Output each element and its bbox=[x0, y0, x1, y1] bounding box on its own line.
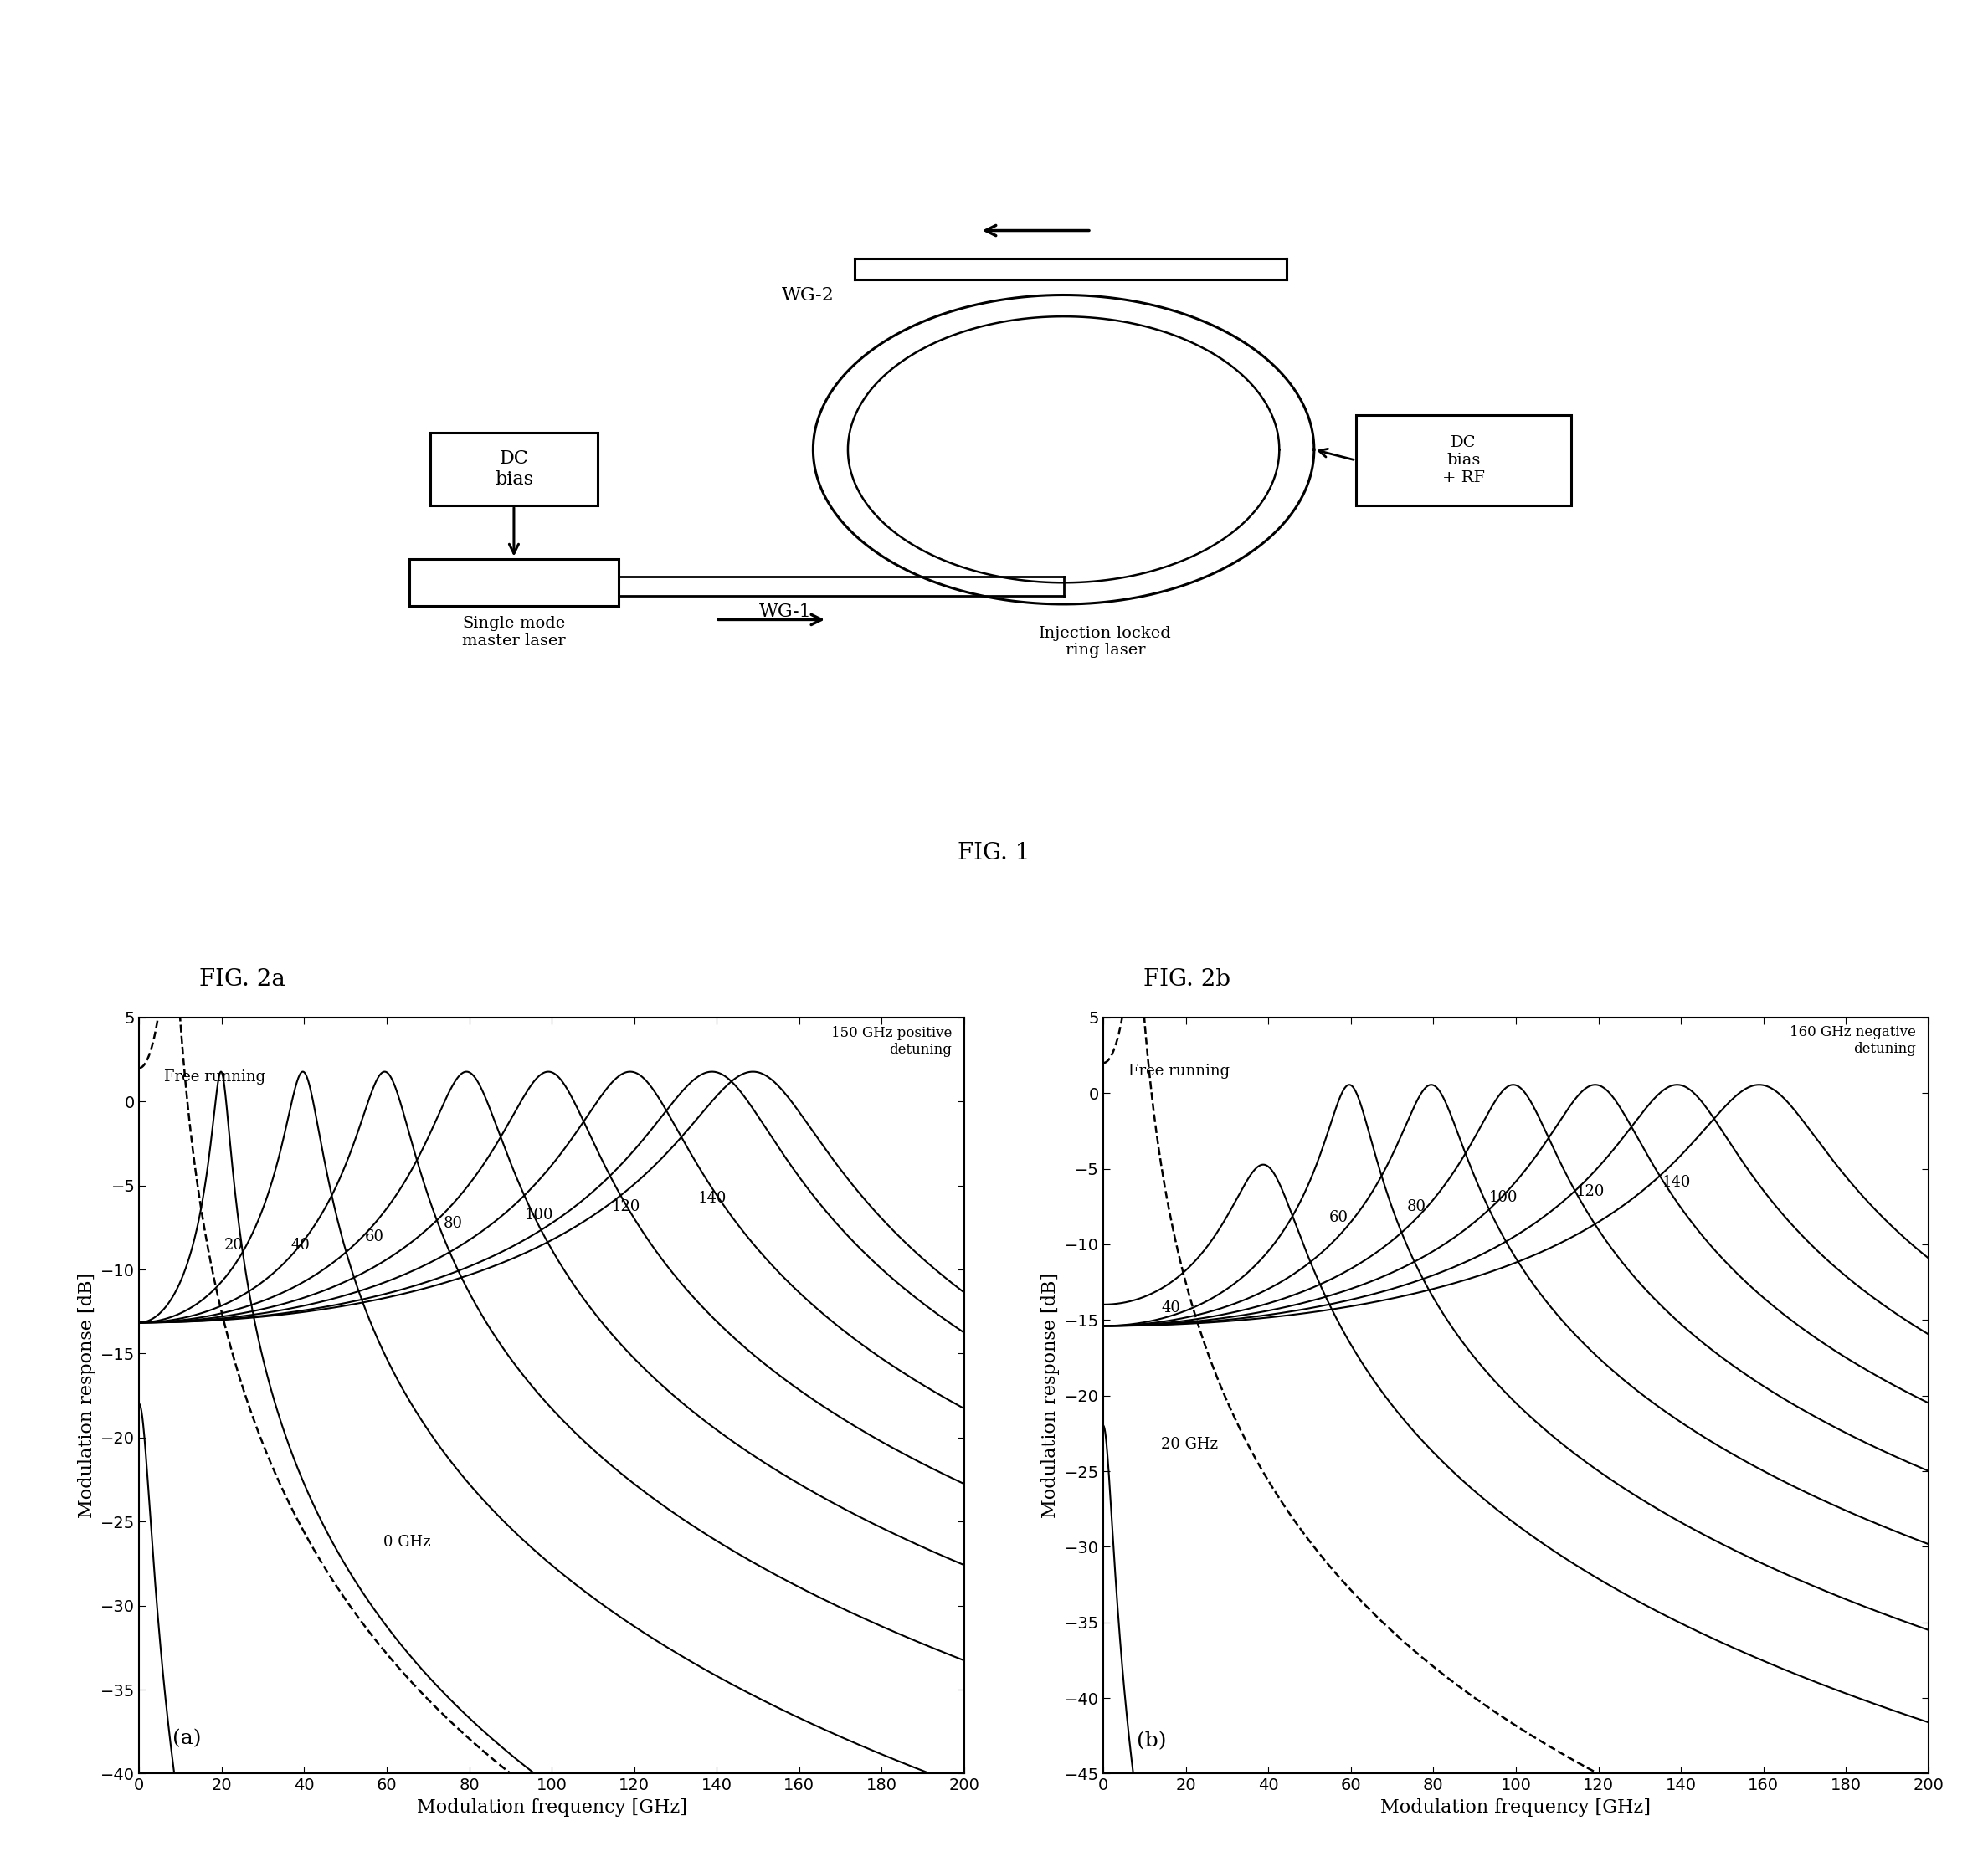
Y-axis label: Modulation response [dB]: Modulation response [dB] bbox=[1042, 1273, 1060, 1518]
Text: 20 GHz: 20 GHz bbox=[1161, 1438, 1219, 1453]
Bar bbox=[1356, 414, 1573, 506]
Text: Single-mode
master laser: Single-mode master laser bbox=[461, 616, 567, 648]
Text: Free running: Free running bbox=[163, 1070, 264, 1085]
Text: 160 GHz negative
detuning: 160 GHz negative detuning bbox=[1789, 1025, 1916, 1055]
Text: 60: 60 bbox=[1328, 1210, 1348, 1225]
Y-axis label: Modulation response [dB]: Modulation response [dB] bbox=[78, 1273, 95, 1518]
Text: 140: 140 bbox=[1662, 1174, 1692, 1191]
Text: (b): (b) bbox=[1137, 1733, 1167, 1751]
Text: DC
bias: DC bias bbox=[495, 450, 533, 489]
Text: FIG. 2b: FIG. 2b bbox=[1143, 969, 1231, 991]
Text: 20: 20 bbox=[225, 1238, 245, 1253]
Text: 0 GHz: 0 GHz bbox=[384, 1535, 431, 1550]
Text: 100: 100 bbox=[525, 1208, 555, 1223]
Text: 60: 60 bbox=[364, 1228, 384, 1243]
Text: 80: 80 bbox=[1408, 1199, 1427, 1214]
Text: 140: 140 bbox=[698, 1191, 728, 1206]
Text: 120: 120 bbox=[612, 1199, 640, 1214]
Bar bbox=[429, 433, 596, 506]
Text: FIG. 1: FIG. 1 bbox=[958, 842, 1030, 864]
X-axis label: Modulation frequency [GHz]: Modulation frequency [GHz] bbox=[417, 1798, 688, 1817]
Text: 120: 120 bbox=[1576, 1184, 1604, 1199]
Text: 80: 80 bbox=[443, 1215, 463, 1230]
Text: Injection-locked
ring laser: Injection-locked ring laser bbox=[1040, 625, 1171, 657]
Text: WG-1: WG-1 bbox=[759, 603, 811, 622]
Text: 150 GHz positive
detuning: 150 GHz positive detuning bbox=[831, 1025, 952, 1057]
Text: Free running: Free running bbox=[1127, 1064, 1229, 1079]
Text: DC
bias
+ RF: DC bias + RF bbox=[1443, 435, 1485, 485]
Text: 40: 40 bbox=[290, 1238, 310, 1253]
Bar bbox=[410, 558, 618, 607]
Text: (a): (a) bbox=[173, 1729, 201, 1748]
Text: 100: 100 bbox=[1489, 1191, 1519, 1206]
X-axis label: Modulation frequency [GHz]: Modulation frequency [GHz] bbox=[1380, 1798, 1650, 1817]
Text: WG-2: WG-2 bbox=[781, 286, 835, 304]
Text: 40: 40 bbox=[1161, 1301, 1181, 1316]
Text: FIG. 2a: FIG. 2a bbox=[199, 969, 284, 991]
